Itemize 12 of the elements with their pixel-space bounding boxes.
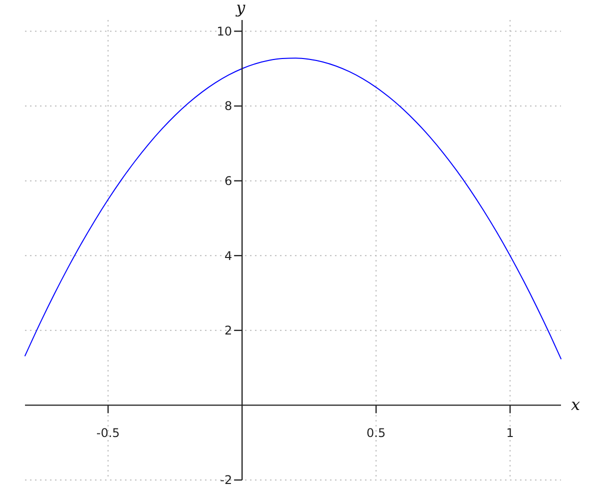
y-tick-label: 2 bbox=[224, 324, 232, 338]
x-tick-label: -0.5 bbox=[96, 426, 120, 440]
line-series bbox=[24, 58, 562, 360]
y-tick-label: 10 bbox=[216, 24, 232, 38]
x-tick-label: 1 bbox=[506, 426, 514, 440]
y-tick-label: 4 bbox=[224, 248, 232, 263]
x-axis-title: x bbox=[571, 395, 580, 414]
y-axis-title: y bbox=[235, 0, 246, 17]
x-tick-label: 0.5 bbox=[366, 426, 386, 440]
y-tick-label: 8 bbox=[224, 99, 232, 114]
y-tick-label: 6 bbox=[224, 174, 232, 188]
y-tick-label: -2 bbox=[220, 473, 232, 488]
